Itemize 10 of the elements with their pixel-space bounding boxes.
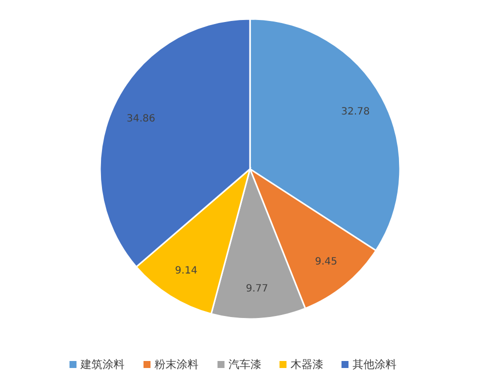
data-label: 9.77 — [246, 284, 268, 295]
legend-label: 粉末涂料 — [154, 358, 198, 372]
legend-label: 木器漆 — [290, 358, 324, 372]
data-label: 9.14 — [175, 265, 198, 276]
data-label: 9.45 — [314, 256, 338, 268]
data-label: 32.78 — [341, 106, 370, 118]
legend-label: 汽车漆 — [228, 358, 262, 372]
legend-label: 建筑涂料 — [80, 358, 124, 372]
data-label: 34.86 — [126, 114, 156, 125]
legend-label: 其他涂料 — [352, 358, 396, 372]
